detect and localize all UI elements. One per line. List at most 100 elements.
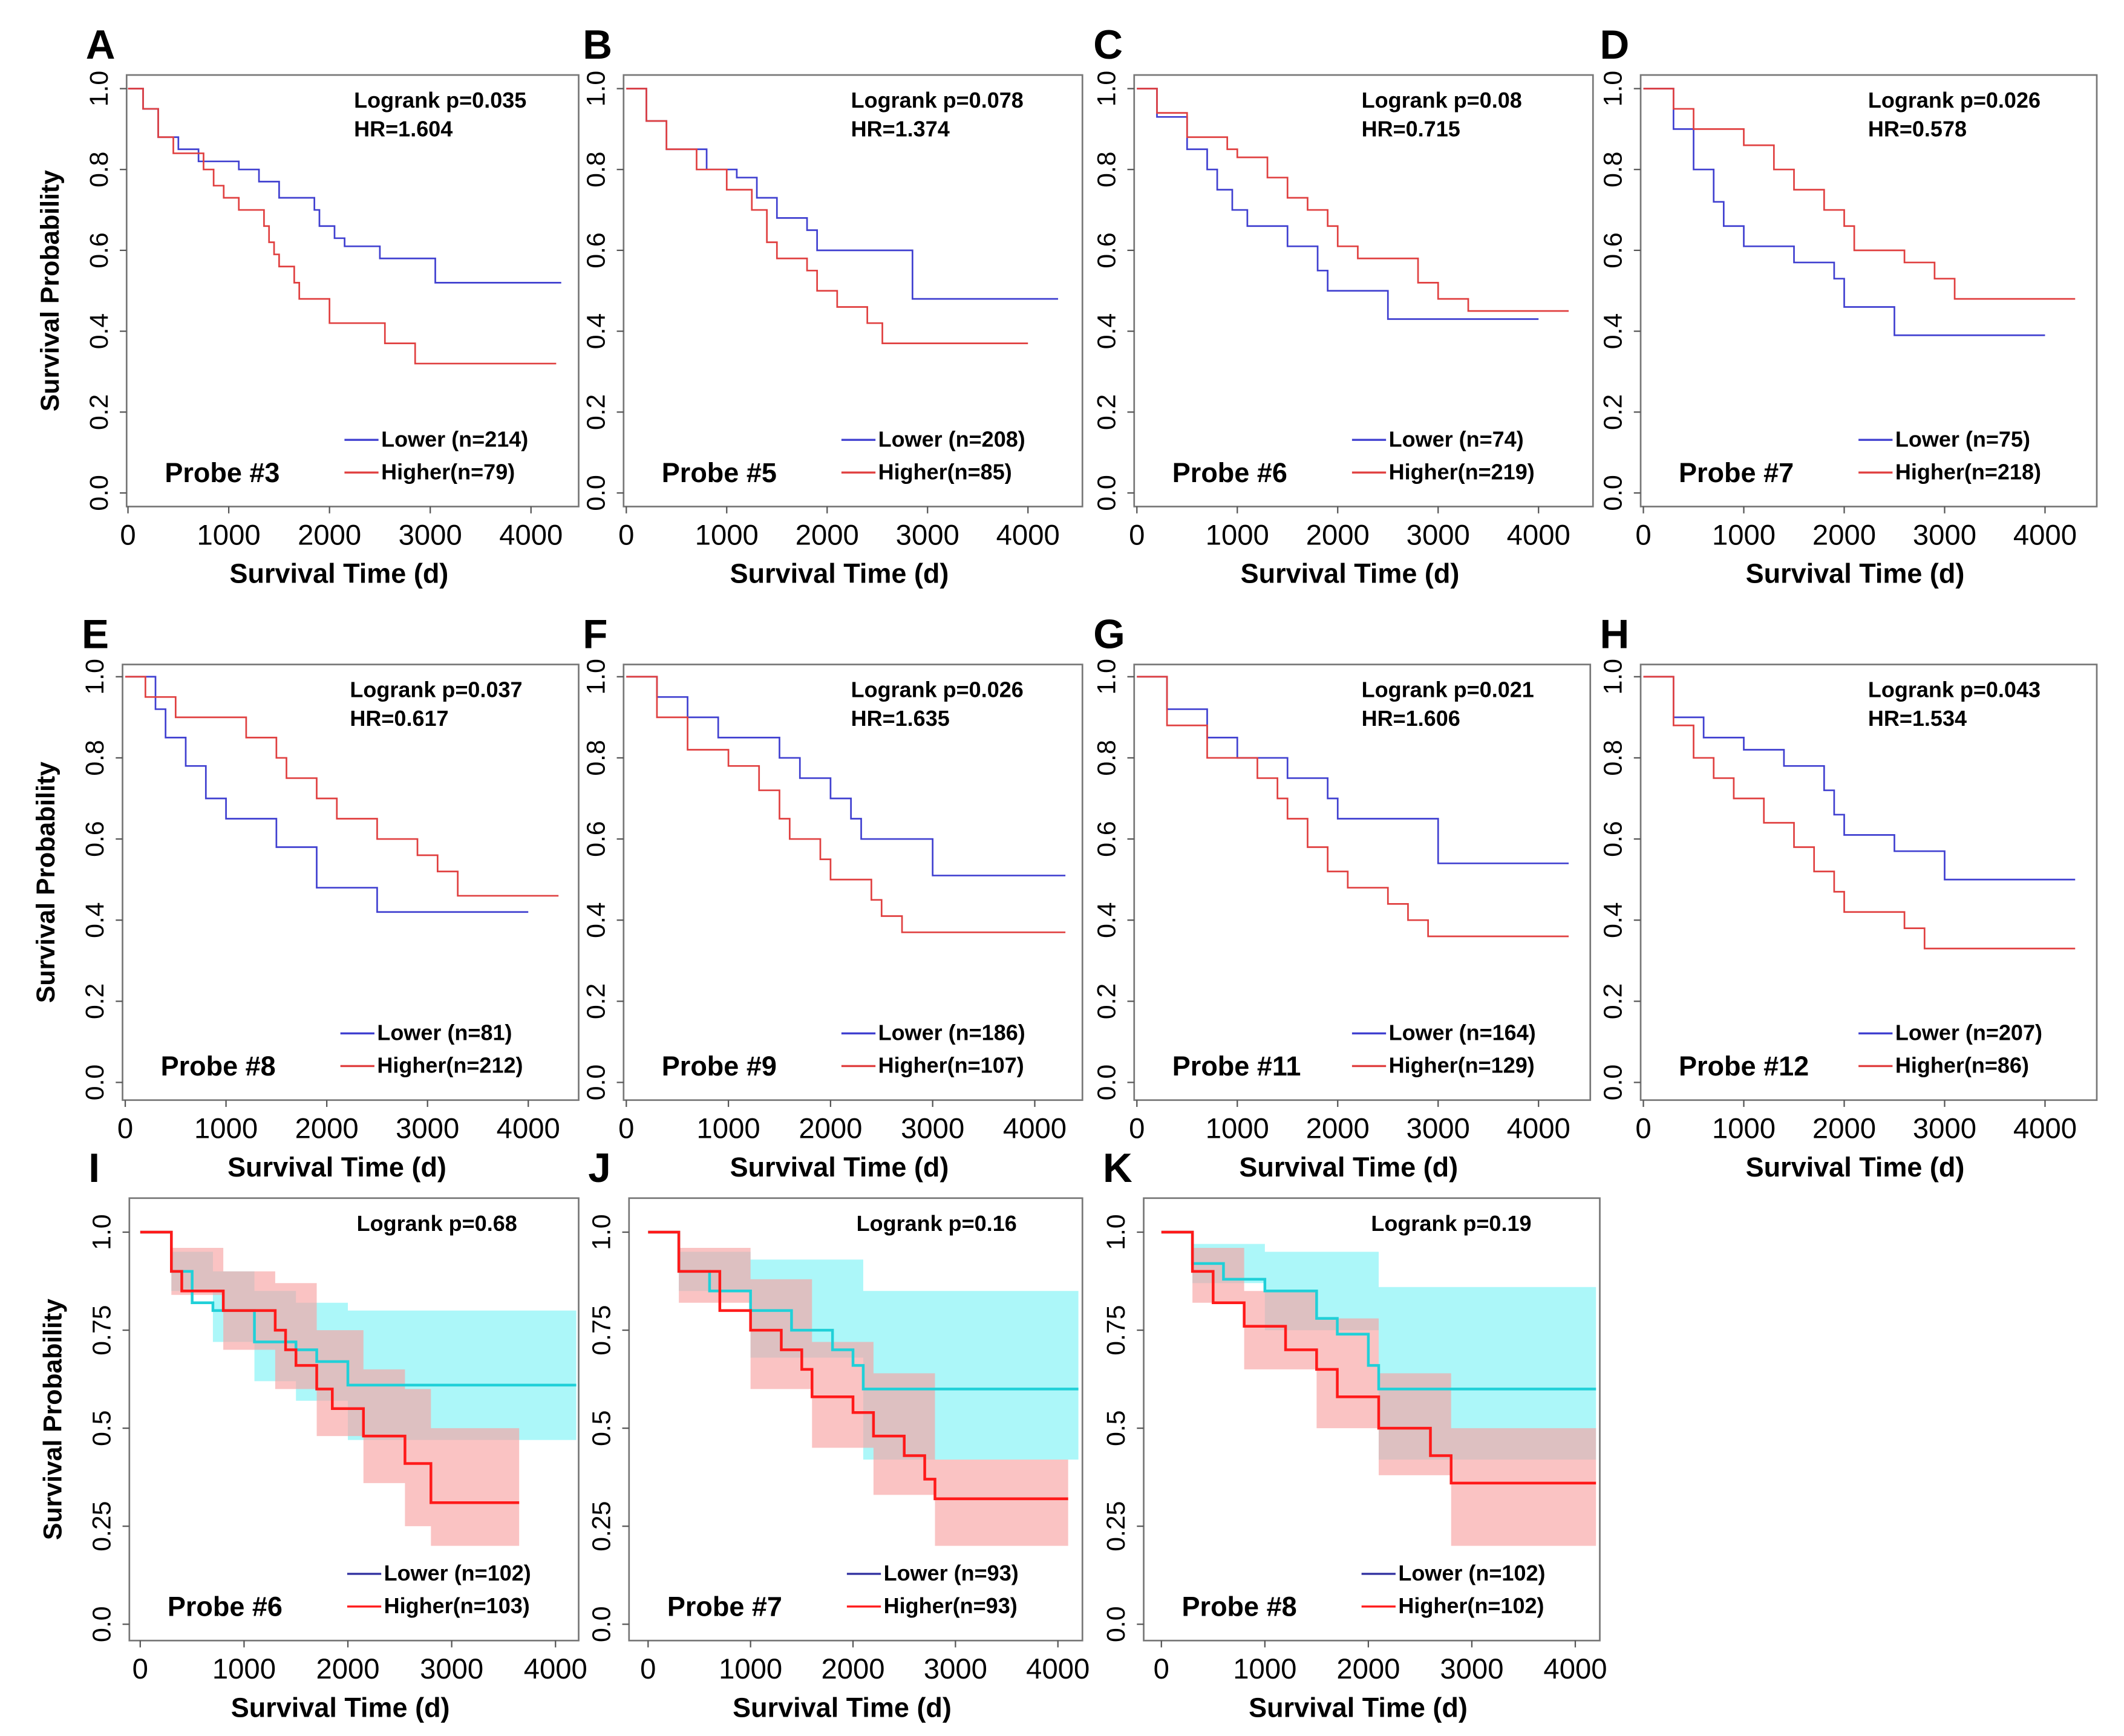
y-tick-label: 0.6: [581, 821, 610, 857]
legend-label: Lower (n=81): [377, 1020, 512, 1045]
y-tick-label: 0.0: [581, 1065, 610, 1100]
x-tick-label: 1000: [1206, 1113, 1269, 1145]
legend-label: Higher(n=218): [1895, 459, 2041, 484]
panel-letter: F: [583, 612, 607, 658]
y-tick-label: 0.8: [1599, 151, 1628, 187]
plot-frame: [1133, 74, 1594, 507]
x-tick-label: 1000: [695, 519, 759, 551]
x-axis-label: Survival Time (d): [1746, 558, 1965, 589]
y-tick-label: 1.0: [581, 71, 610, 106]
y-tick-label: 0.5: [1102, 1410, 1131, 1446]
x-tick-label: 0: [120, 519, 136, 551]
plot-frame: [122, 664, 580, 1101]
hazard-ratio: HR=0.617: [350, 706, 448, 731]
probe-label: Probe #6: [1172, 457, 1287, 488]
plot-frame: [1143, 1197, 1601, 1642]
plot-frame: [622, 664, 1083, 1101]
legend-label: Higher(n=93): [884, 1593, 1018, 1618]
higher-survival-curve: [648, 1230, 1068, 1501]
x-tick-label: 3000: [1913, 519, 1976, 551]
y-tick-label: 0.75: [587, 1305, 616, 1355]
x-tick-label: 1000: [194, 1113, 258, 1145]
y-tick-label: 0.0: [80, 1065, 109, 1100]
panel-K: K 0.0 0.25 0.5 0.75 1.0 0 1000 2000 3000 4000 Survi…: [1102, 1146, 1607, 1723]
hazard-ratio: HR=0.715: [1362, 116, 1460, 141]
higher-survival-curve: [140, 1230, 520, 1504]
probe-label: Probe #12: [1679, 1051, 1809, 1082]
higher-survival-curve: [1137, 676, 1569, 938]
legend-label: Lower (n=164): [1389, 1020, 1536, 1045]
higher-survival-curve: [1643, 676, 2076, 950]
y-tick-label: 1.0: [1599, 659, 1628, 694]
x-tick-label: 2000: [799, 1113, 862, 1145]
x-tick-label: 2000: [316, 1653, 379, 1685]
panel-letter: B: [583, 22, 612, 68]
legend-label: Lower (n=186): [878, 1020, 1025, 1045]
lower-survival-curve: [1137, 88, 1539, 320]
y-tick-label: 0.0: [1092, 1065, 1121, 1100]
probe-label: Probe #7: [667, 1591, 782, 1622]
x-tick-label: 3000: [1913, 1113, 1976, 1145]
x-tick-label: 3000: [420, 1653, 483, 1685]
higher-survival-curve: [1161, 1230, 1596, 1485]
panel-J: J 0.0 0.25 0.5 0.75 1.0 0 1000 2000 3000 4000 Survi…: [587, 1146, 1090, 1723]
panel-D: D 0.0 0.2 0.4 0.6 0.8 1.0 0 1000 2000 3000 4000 Surv…: [1599, 22, 2098, 589]
y-tick-label: 0.2: [1599, 984, 1628, 1019]
y-tick-label: 0.6: [80, 821, 109, 857]
x-tick-label: 4000: [499, 519, 563, 551]
x-tick-label: 1000: [197, 519, 261, 551]
x-axis-label: Survival Time (d): [231, 1692, 450, 1723]
x-tick-label: 3000: [896, 519, 959, 551]
plot-frame: [628, 1197, 1083, 1642]
x-tick-label: 2000: [1336, 1653, 1400, 1685]
logrank-p-value: Logrank p=0.037: [350, 677, 522, 702]
probe-label: Probe #7: [1679, 457, 1794, 488]
logrank-p-value: Logrank p=0.19: [1371, 1211, 1531, 1236]
x-tick-label: 1000: [1233, 1653, 1296, 1685]
x-tick-label: 2000: [1812, 519, 1876, 551]
x-tick-label: 0: [1635, 519, 1651, 551]
x-tick-label: 0: [1635, 1113, 1651, 1145]
x-tick-label: 0: [1129, 1113, 1145, 1145]
x-tick-label: 2000: [1306, 519, 1370, 551]
legend-label: Lower (n=207): [1895, 1020, 2042, 1045]
x-axis-label: Survival Time (d): [1249, 1692, 1468, 1723]
panel-C: C 0.0 0.2 0.4 0.6 0.8 1.0 0 1000 2000 3000 4000 Surv…: [1092, 22, 1594, 589]
y-tick-label: 0.6: [85, 232, 114, 268]
panel-letter: D: [1600, 22, 1630, 68]
y-tick-label: 0.0: [1102, 1607, 1131, 1642]
y-tick-label: 0.2: [1092, 984, 1121, 1019]
panel-H: H 0.0 0.2 0.4 0.6 0.8 1.0 0 1000 2000 3000 4000 Surv…: [1599, 612, 2098, 1183]
y-tick-label: 0.25: [87, 1501, 116, 1552]
y-tick-label: 0.6: [1599, 232, 1628, 268]
y-tick-label: 0.4: [1599, 313, 1628, 349]
legend-label: Higher(n=129): [1389, 1053, 1535, 1078]
x-tick-label: 3000: [1407, 519, 1470, 551]
plot-frame: [1639, 664, 2098, 1101]
x-tick-label: 4000: [2013, 519, 2077, 551]
panel-letter: E: [82, 612, 109, 658]
panel-letter: G: [1093, 612, 1125, 658]
x-tick-label: 4000: [1543, 1653, 1607, 1685]
logrank-p-value: Logrank p=0.078: [851, 88, 1024, 113]
x-axis-label: Survival Time (d): [1746, 1152, 1965, 1183]
x-tick-label: 1000: [697, 1113, 760, 1145]
x-tick-label: 1000: [1712, 1113, 1776, 1145]
y-tick-label: 0.8: [80, 740, 109, 775]
x-tick-label: 0: [618, 1113, 634, 1145]
y-tick-label: 1.0: [1102, 1214, 1131, 1250]
x-axis-label: Survival Time (d): [1241, 558, 1460, 589]
y-axis-label: Survival Probability: [38, 1299, 67, 1540]
panel-letter: A: [86, 22, 116, 68]
logrank-p-value: Logrank p=0.035: [354, 88, 526, 113]
x-tick-label: 1000: [1712, 519, 1776, 551]
x-tick-label: 2000: [796, 519, 859, 551]
y-tick-label: 0.75: [87, 1305, 116, 1355]
probe-label: Probe #3: [165, 457, 279, 488]
plot-frame: [1133, 664, 1592, 1101]
hazard-ratio: HR=1.604: [354, 116, 453, 141]
legend-label: Higher(n=79): [381, 459, 515, 484]
lower-survival-curve: [1643, 676, 2076, 881]
x-axis-label: Survival Time (d): [733, 1692, 952, 1723]
